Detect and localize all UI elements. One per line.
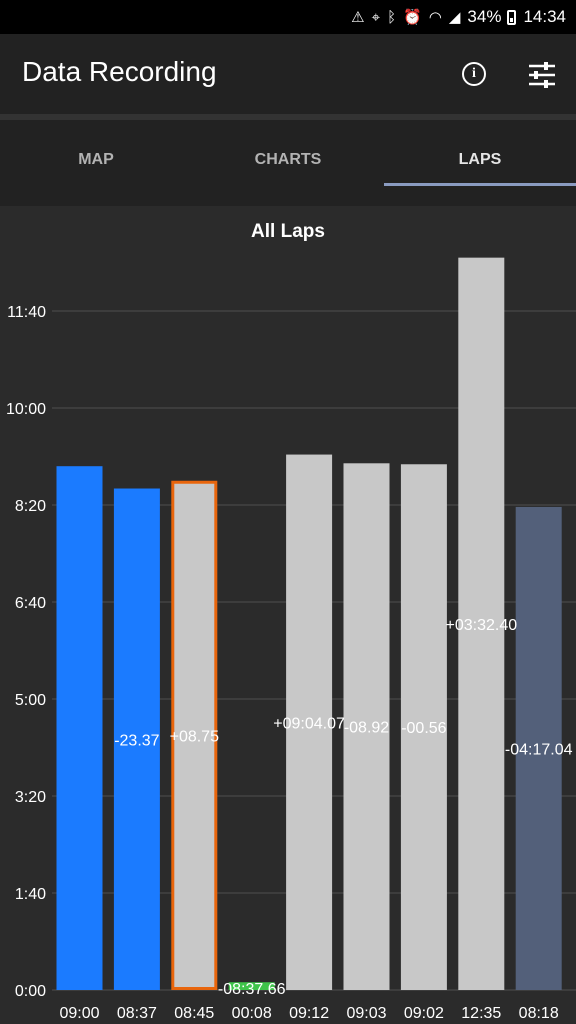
- laps-chart: All Laps 0:00 1:40 3:20 5:00 6:40 8:20 10:00 11:…: [0, 206, 576, 1024]
- y-tick-label: 6:40: [15, 595, 46, 612]
- chart-bar: [56, 466, 103, 990]
- tab-charts[interactable]: CHARTS: [254, 151, 322, 168]
- laps-bar-chart: All Laps 0:00 1:40 3:20 5:00 6:40 8:20 10:00 11:…: [6, 221, 576, 1022]
- battery-icon: [507, 9, 517, 25]
- delta-label: -00.56: [401, 720, 446, 737]
- wifi-icon: ◠: [428, 8, 442, 26]
- chart-bar: [400, 464, 447, 990]
- signal-icon: ◢: [448, 8, 461, 26]
- warning-icon: ⚠: [351, 8, 365, 26]
- delta-label: +09:04.07: [273, 715, 345, 732]
- alarm-icon: ⏰: [403, 8, 422, 26]
- location-icon: ⌖: [371, 8, 381, 26]
- tab-laps[interactable]: LAPS: [384, 120, 576, 206]
- tune-icon[interactable]: [527, 60, 557, 90]
- delta-label: -04:17.04: [505, 741, 573, 758]
- chart-title: All Laps: [251, 221, 325, 242]
- x-tick-label: 09:00: [59, 1005, 99, 1022]
- y-tick-label: 3:20: [15, 789, 46, 806]
- chart-bar: [286, 454, 333, 990]
- clock: 14:34: [523, 7, 566, 26]
- info-icon[interactable]: i: [462, 62, 486, 86]
- y-tick-label: 0:00: [15, 983, 46, 1000]
- battery-percent: 34%: [467, 7, 502, 26]
- bluetooth-icon: ᛒ: [387, 8, 397, 26]
- x-tick-label: 09:02: [404, 1005, 444, 1022]
- y-tick-label: 8:20: [15, 498, 46, 515]
- delta-label: -23.37: [114, 732, 159, 749]
- chart-bar: [343, 463, 390, 990]
- x-tick-label: 09:12: [289, 1005, 329, 1022]
- x-tick-label: 08:18: [519, 1005, 559, 1022]
- y-tick-label: 10:00: [6, 401, 46, 418]
- delta-label: +03:32.40: [445, 617, 517, 634]
- chart-bar: [515, 506, 562, 990]
- y-tick-label: 5:00: [15, 692, 46, 709]
- app-bar-divider: [0, 114, 576, 120]
- x-tick-label: 12:35: [461, 1005, 501, 1022]
- chart-bar: [113, 488, 160, 990]
- tab-bar: MAP CHARTS LAPS: [0, 120, 576, 206]
- chart-bar: [228, 982, 275, 990]
- status-bar: ⚠ ⌖ ᛒ ⏰ ◠ ◢ 34% 14:34: [0, 0, 576, 34]
- chart-bar: [171, 480, 218, 990]
- chart-bar: [458, 257, 505, 990]
- delta-label: -08.92: [344, 720, 389, 737]
- tab-map[interactable]: MAP: [78, 151, 114, 168]
- delta-label: +08.75: [170, 728, 219, 745]
- app-bar: Data Recording i: [0, 34, 576, 114]
- x-tick-label: 09:03: [346, 1005, 386, 1022]
- x-tick-label: 08:37: [117, 1005, 157, 1022]
- delta-label: -08:37.66: [218, 981, 286, 998]
- y-tick-label: 1:40: [15, 886, 46, 903]
- page-title: Data Recording: [22, 56, 217, 87]
- x-tick-label: 00:08: [232, 1005, 272, 1022]
- x-tick-label: 08:45: [174, 1005, 214, 1022]
- y-tick-label: 11:40: [7, 304, 46, 321]
